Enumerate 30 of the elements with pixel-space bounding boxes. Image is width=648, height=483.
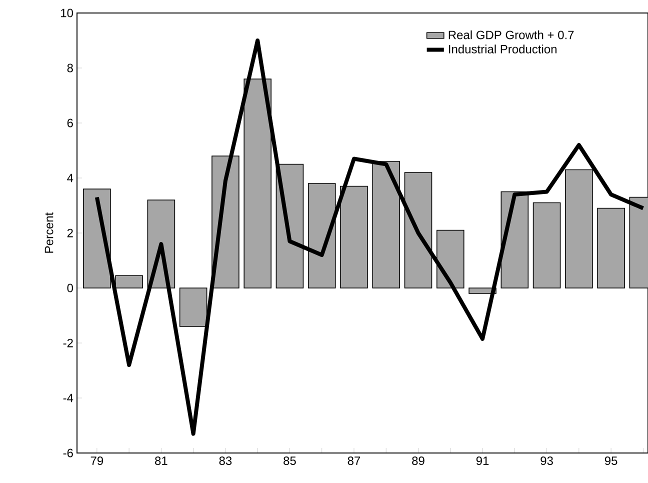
y-tick-label: -4 <box>63 394 74 402</box>
bar <box>597 208 625 288</box>
x-tick-label: 87 <box>348 456 360 466</box>
y-axis-title: Percent <box>44 212 54 253</box>
bar <box>532 202 561 288</box>
legend-label: Industrial Production <box>449 44 556 54</box>
bar <box>179 288 208 327</box>
y-tick-label: 8 <box>67 64 73 72</box>
y-tick-label: 2 <box>67 228 73 238</box>
y-tick-label: -6 <box>63 448 73 458</box>
bar <box>372 161 400 288</box>
bar <box>340 186 368 288</box>
x-tick-label: 93 <box>540 456 553 466</box>
x-tick-label: 83 <box>219 456 232 466</box>
y-tick-label: -2 <box>63 338 73 348</box>
bar <box>565 169 593 288</box>
x-tick-label: 91 <box>476 456 489 466</box>
x-tick-label: 89 <box>412 456 424 466</box>
legend-label: Real GDP Growth + 0.7 <box>448 30 574 40</box>
y-tick-label: 10 <box>61 8 74 18</box>
x-tick-label: 81 <box>155 456 168 466</box>
x-tick-label: 85 <box>284 456 296 466</box>
bar <box>244 78 272 288</box>
y-tick-label: 4 <box>67 174 74 182</box>
x-tick-label: 79 <box>90 456 104 466</box>
bar <box>115 275 143 288</box>
bar <box>404 172 432 288</box>
y-tick-label: 6 <box>67 118 73 128</box>
x-tick-label: 95 <box>604 456 618 466</box>
y-tick-label: 0 <box>67 284 74 292</box>
